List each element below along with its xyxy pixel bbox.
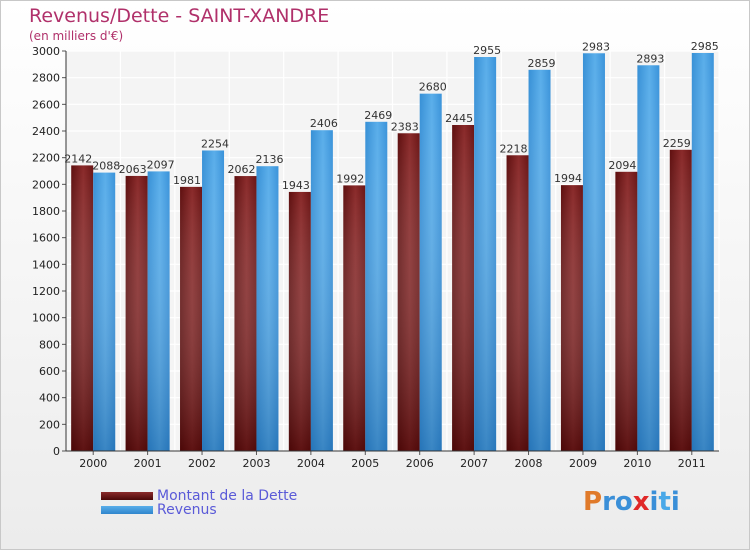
bar-shade-dette (343, 185, 366, 451)
y-tick-label: 1400 (32, 258, 60, 271)
data-label-dette: 1992 (336, 172, 364, 185)
bar-shade-revenus (474, 57, 497, 451)
bar-shade-dette (560, 185, 583, 451)
data-label-dette: 2218 (500, 142, 528, 155)
x-tick-label: 2011 (678, 457, 706, 470)
data-label-revenus: 2983 (582, 40, 610, 53)
bar-shade-revenus (365, 121, 388, 452)
axes: 0 200 400 600 800 1000 1200 1400 1600 1800 2000 220… (32, 45, 719, 470)
bar-shade-revenus (528, 69, 551, 452)
bar-shade-dette (288, 191, 311, 451)
data-label-dette: 2383 (391, 120, 419, 133)
x-tick-label: 2005 (351, 457, 379, 470)
data-label-dette: 1943 (282, 179, 310, 192)
y-tick-label: 3000 (32, 45, 60, 58)
bar-shade-revenus (637, 65, 660, 452)
y-tick-label: 800 (39, 338, 60, 351)
bars (71, 53, 714, 452)
chart-title: Revenus/Dette - SAINT-XANDRE (29, 5, 330, 27)
x-tick-label: 2007 (460, 457, 488, 470)
y-tick-label: 200 (39, 418, 60, 431)
bar-shade-revenus (256, 166, 279, 451)
y-tick-label: 600 (39, 365, 60, 378)
x-tick-label: 2002 (188, 457, 216, 470)
data-label-revenus: 2469 (364, 109, 392, 122)
data-label-revenus: 2088 (92, 160, 120, 173)
data-label-dette: 2445 (445, 112, 473, 125)
data-label-dette: 2062 (227, 163, 255, 176)
data-label-revenus: 2097 (147, 158, 175, 171)
y-tick-label: 1600 (32, 232, 60, 245)
bar-shade-revenus (147, 171, 170, 451)
y-tick-label: 2200 (32, 152, 60, 165)
bar-shade-dette (669, 149, 692, 452)
x-tick-label: 2001 (134, 457, 162, 470)
x-tick-label: 2006 (406, 457, 434, 470)
y-tick-label: 0 (53, 445, 60, 458)
chart-subtitle: (en milliers d'€) (29, 29, 124, 43)
data-label-revenus: 2680 (419, 81, 447, 94)
bar-shade-dette (452, 125, 475, 451)
bar-shade-dette (234, 176, 257, 452)
proxiti-logo: Proxiti (583, 487, 680, 517)
data-label-dette: 1994 (554, 172, 582, 185)
y-tick-label: 1800 (32, 205, 60, 218)
x-tick-label: 2010 (623, 457, 651, 470)
bar-shade-dette (615, 171, 638, 452)
x-tick-label: 2000 (79, 457, 107, 470)
bar-shade-revenus (691, 53, 714, 451)
legend-swatch-revenus (101, 506, 153, 514)
bar-shade-revenus (419, 93, 442, 452)
bar-shade-dette (71, 165, 94, 451)
data-label-dette: 2063 (119, 163, 147, 176)
x-tick-label: 2004 (297, 457, 325, 470)
data-label-revenus: 2955 (473, 44, 501, 57)
data-label-dette: 2142 (64, 152, 92, 165)
data-label-revenus: 2406 (310, 117, 338, 130)
y-tick-label: 1200 (32, 285, 60, 298)
bar-shade-revenus (93, 172, 116, 451)
legend-item-dette: Montant de la Dette (101, 488, 298, 504)
legend-swatch-dette (101, 492, 153, 500)
data-label-revenus: 2254 (201, 137, 229, 150)
bar-shade-dette (125, 175, 148, 451)
y-tick-label: 2800 (32, 72, 60, 85)
legend-item-revenus: Revenus (101, 502, 217, 518)
y-tick-label: 2400 (32, 125, 60, 138)
legend-label-revenus: Revenus (157, 502, 217, 518)
data-label-dette: 1981 (173, 174, 201, 187)
y-tick-label: 2000 (32, 178, 60, 191)
bar-shade-revenus (310, 130, 333, 451)
bar-shade-dette (506, 155, 529, 451)
data-label-dette: 2259 (663, 137, 691, 150)
bar-shade-revenus (582, 53, 605, 452)
y-tick-label: 400 (39, 392, 60, 405)
x-tick-label: 2008 (515, 457, 543, 470)
data-label-revenus: 2859 (528, 57, 556, 70)
data-label-revenus: 2136 (255, 153, 283, 166)
bar-shade-revenus (202, 150, 225, 451)
bar-shade-dette (397, 133, 420, 451)
y-tick-label: 1000 (32, 312, 60, 325)
data-label-revenus: 2985 (691, 40, 719, 53)
x-tick-label: 2003 (242, 457, 270, 470)
legend-label-dette: Montant de la Dette (157, 488, 298, 504)
bar-shade-dette (180, 186, 203, 451)
data-label-dette: 2094 (608, 159, 636, 172)
data-label-revenus: 2893 (636, 52, 664, 65)
y-tick-label: 2600 (32, 98, 60, 111)
x-tick-label: 2009 (569, 457, 597, 470)
